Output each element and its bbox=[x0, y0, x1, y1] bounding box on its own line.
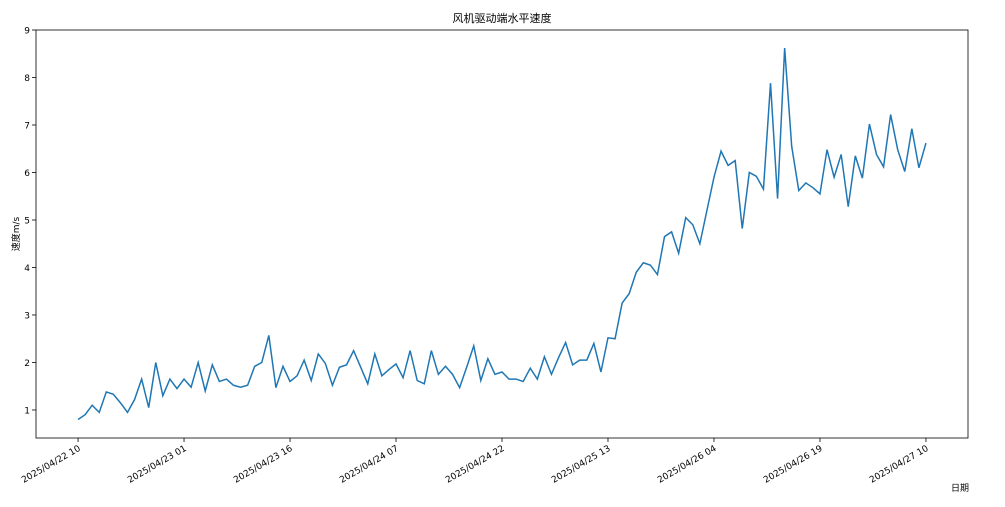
x-tick-label: 2025/04/27 10 bbox=[868, 444, 931, 486]
y-tick-label: 7 bbox=[24, 121, 30, 131]
x-tick-label: 2025/04/23 16 bbox=[232, 444, 295, 486]
y-tick-label: 2 bbox=[24, 359, 30, 369]
x-tick-label: 2025/04/23 01 bbox=[126, 444, 188, 486]
y-tick-label: 5 bbox=[24, 216, 30, 226]
x-tick-label: 2025/04/26 04 bbox=[656, 444, 719, 486]
chart-title: 风机驱动端水平速度 bbox=[453, 11, 552, 25]
x-tick-label: 2025/04/24 07 bbox=[338, 444, 400, 486]
x-tick-label: 2025/04/24 22 bbox=[444, 444, 506, 486]
x-tick-label: 2025/04/22 10 bbox=[20, 444, 83, 486]
y-tick-label: 9 bbox=[24, 27, 30, 37]
x-tick-label: 2025/04/25 13 bbox=[550, 444, 612, 486]
data-line bbox=[77, 47, 927, 421]
x-axis-label: 日期 bbox=[951, 483, 969, 494]
y-tick-label: 1 bbox=[24, 406, 30, 416]
y-axis-label: 速度m/s bbox=[10, 216, 22, 251]
y-tick-label: 6 bbox=[24, 169, 30, 179]
x-tick-label: 2025/04/26 19 bbox=[762, 444, 825, 486]
y-tick-label: 4 bbox=[24, 264, 30, 274]
y-tick-label: 3 bbox=[24, 311, 30, 321]
y-tick-label: 8 bbox=[24, 74, 30, 84]
plot-frame bbox=[35, 29, 969, 439]
